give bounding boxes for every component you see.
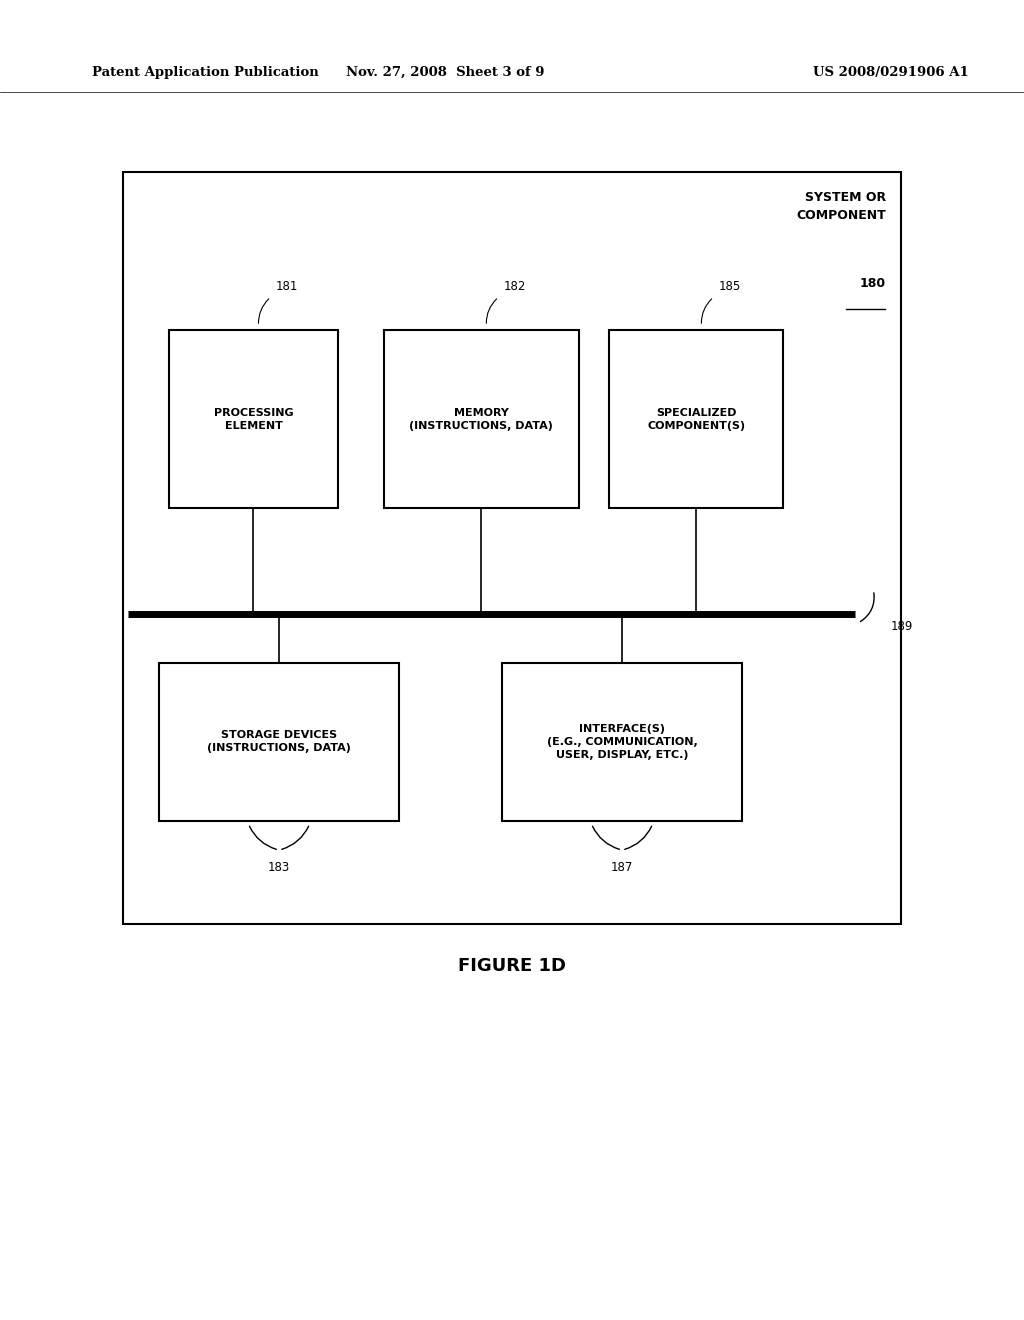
FancyBboxPatch shape xyxy=(123,172,901,924)
FancyBboxPatch shape xyxy=(169,330,338,508)
FancyBboxPatch shape xyxy=(609,330,783,508)
Text: SYSTEM OR
COMPONENT: SYSTEM OR COMPONENT xyxy=(796,191,886,222)
Text: MEMORY
(INSTRUCTIONS, DATA): MEMORY (INSTRUCTIONS, DATA) xyxy=(410,408,553,430)
Text: Nov. 27, 2008  Sheet 3 of 9: Nov. 27, 2008 Sheet 3 of 9 xyxy=(346,66,545,79)
FancyBboxPatch shape xyxy=(159,663,399,821)
Text: 187: 187 xyxy=(611,861,633,874)
Text: PROCESSING
ELEMENT: PROCESSING ELEMENT xyxy=(214,408,293,430)
Text: FIGURE 1D: FIGURE 1D xyxy=(458,957,566,975)
Text: Patent Application Publication: Patent Application Publication xyxy=(92,66,318,79)
Text: SPECIALIZED
COMPONENT(S): SPECIALIZED COMPONENT(S) xyxy=(647,408,745,430)
Text: 180: 180 xyxy=(859,277,886,290)
Text: 181: 181 xyxy=(276,280,298,293)
Text: 185: 185 xyxy=(719,280,741,293)
FancyBboxPatch shape xyxy=(384,330,579,508)
Text: 183: 183 xyxy=(268,861,290,874)
Text: 182: 182 xyxy=(504,280,526,293)
Text: INTERFACE(S)
(E.G., COMMUNICATION,
USER, DISPLAY, ETC.): INTERFACE(S) (E.G., COMMUNICATION, USER,… xyxy=(547,723,697,760)
FancyBboxPatch shape xyxy=(502,663,742,821)
Text: STORAGE DEVICES
(INSTRUCTIONS, DATA): STORAGE DEVICES (INSTRUCTIONS, DATA) xyxy=(207,730,351,754)
Text: 189: 189 xyxy=(891,620,913,634)
Text: US 2008/0291906 A1: US 2008/0291906 A1 xyxy=(813,66,969,79)
